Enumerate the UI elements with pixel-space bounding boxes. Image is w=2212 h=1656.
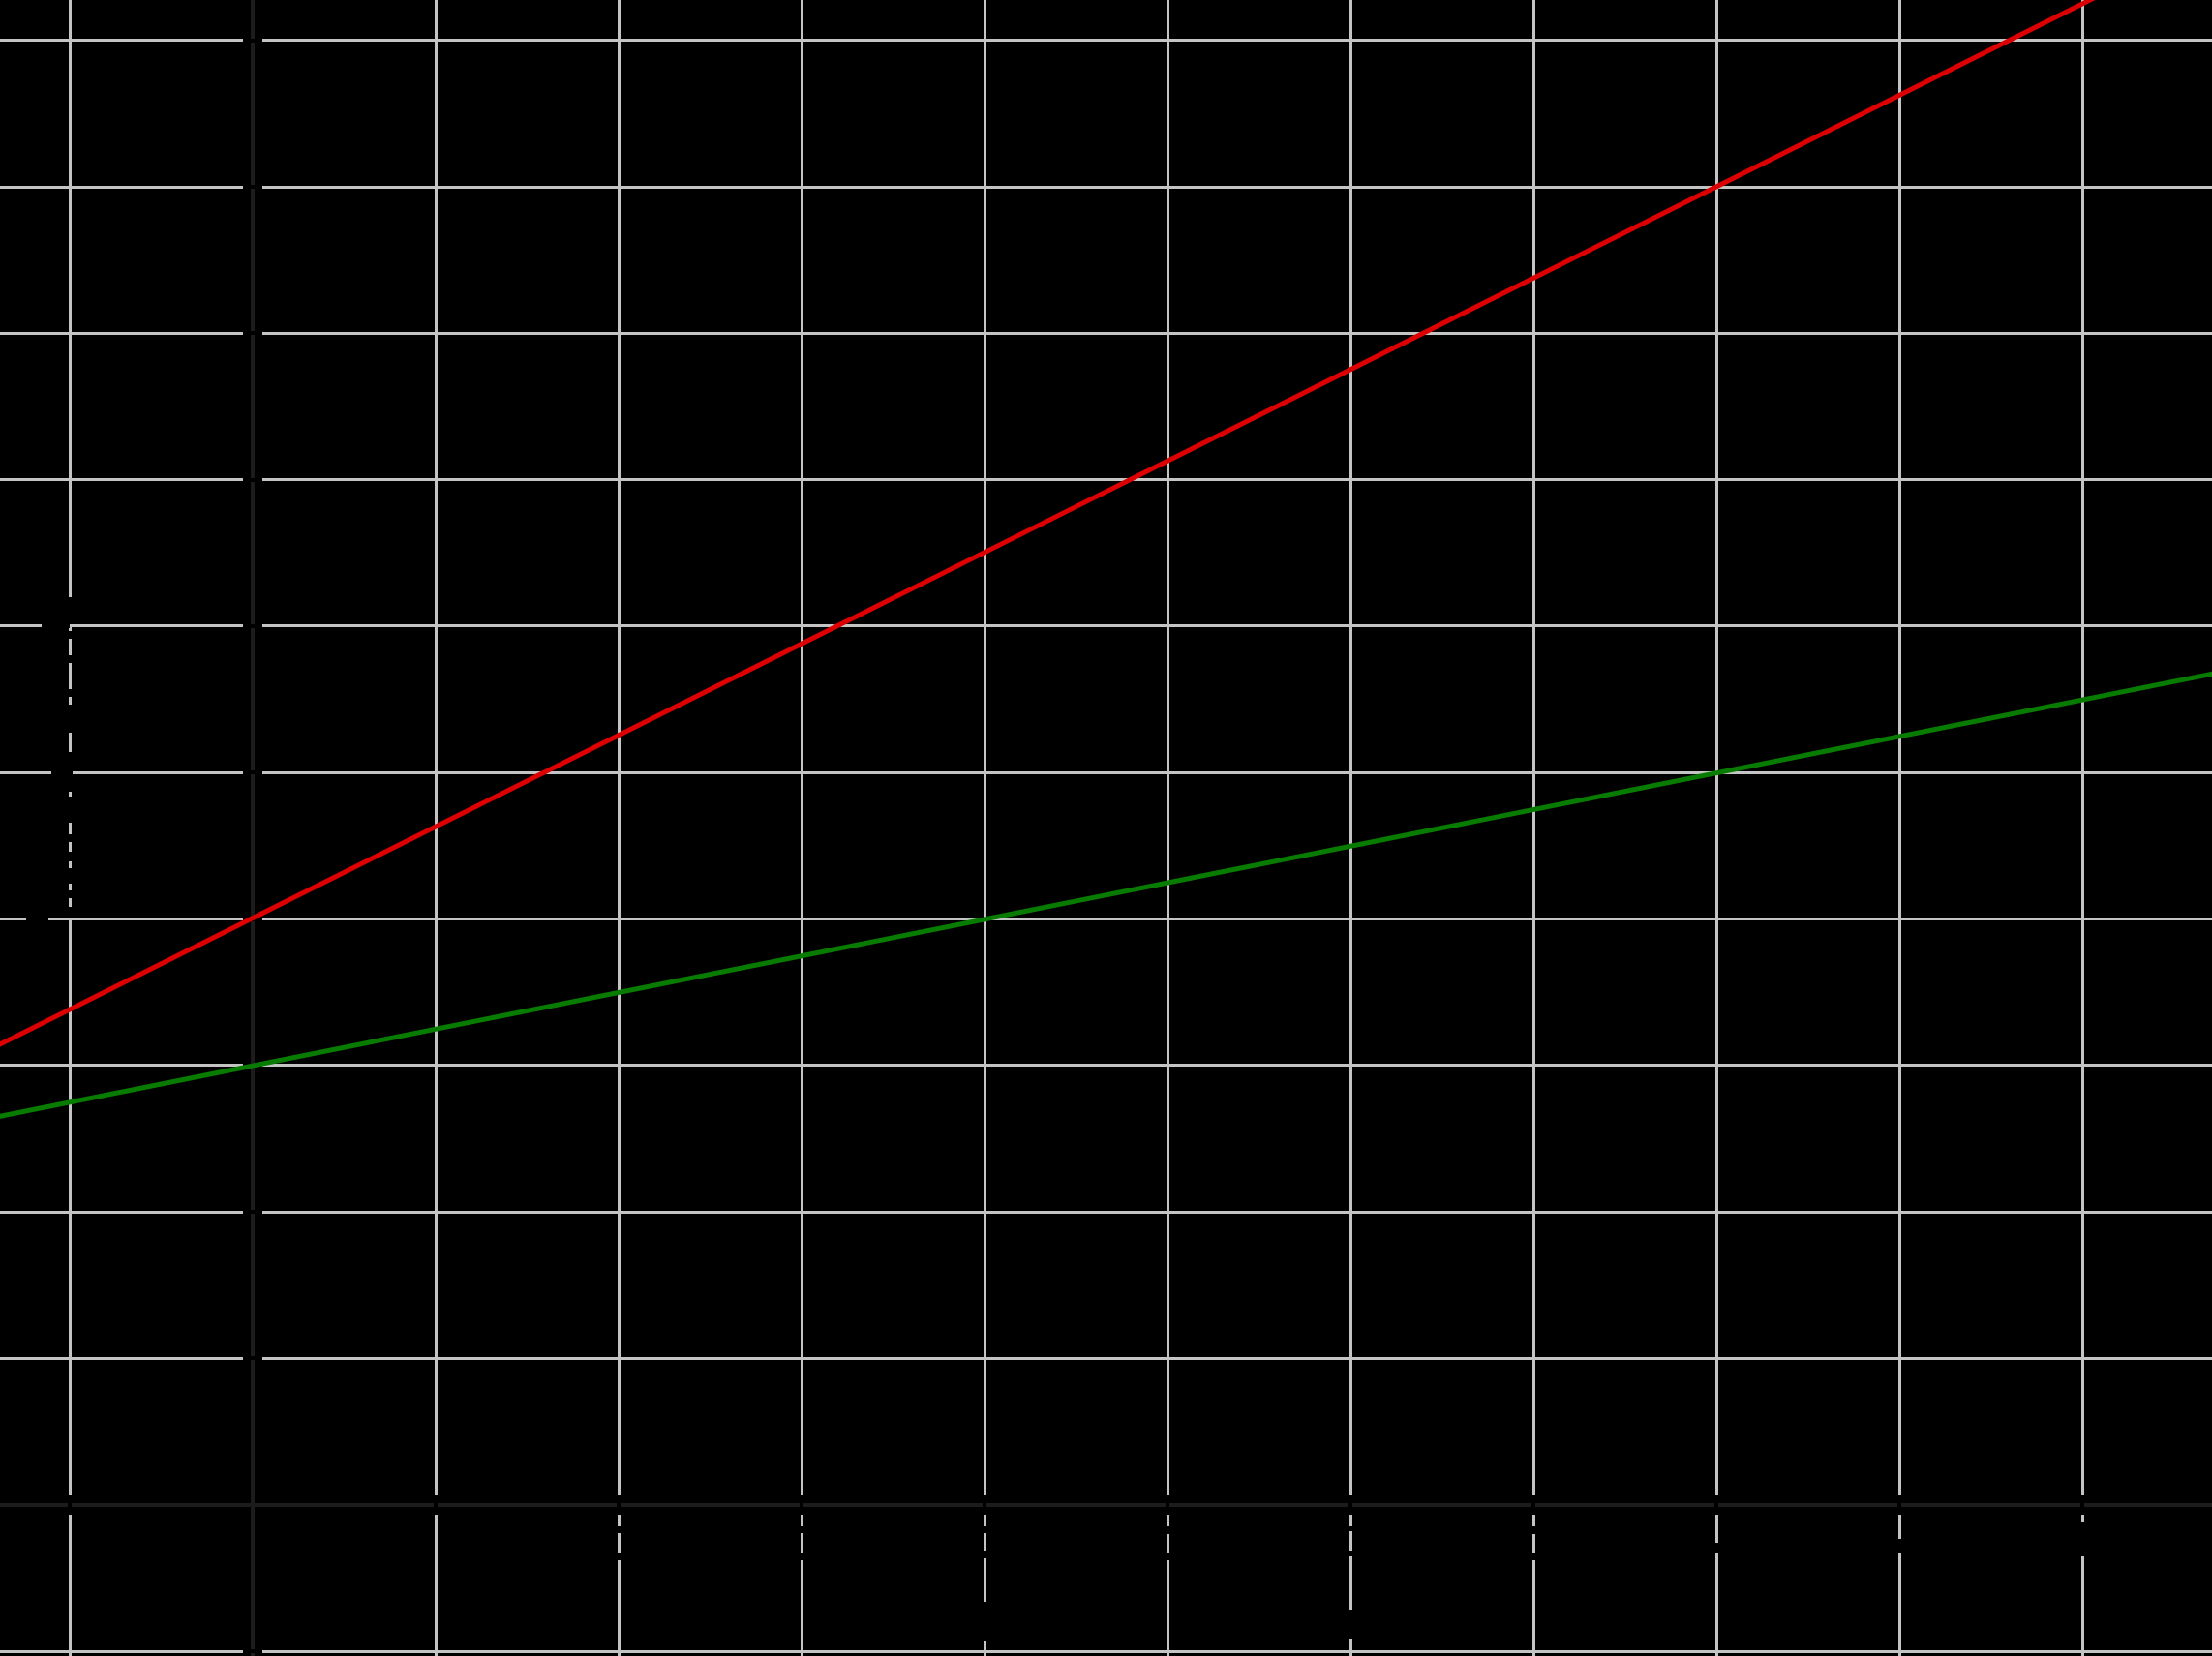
gridline-horizontal (0, 1064, 2212, 1068)
hidden-label-cutout (1348, 1551, 1353, 1556)
hidden-label-cutout (67, 852, 73, 861)
gridline-vertical (1897, 0, 1901, 1656)
hidden-label-cutout (982, 1526, 987, 1533)
y-axis-tick (243, 477, 263, 482)
x-axis-tick (434, 1494, 439, 1515)
gridline-horizontal (0, 770, 2212, 774)
hidden-label-cutout (67, 834, 73, 842)
y-axis-tick (243, 185, 263, 189)
y-axis-tick (243, 770, 263, 775)
hidden-label-cutout (1713, 1543, 1719, 1553)
gridline-horizontal (0, 331, 2212, 335)
x-axis-tick (983, 1494, 987, 1515)
gridline-vertical (1348, 0, 1352, 1656)
hidden-label-cutout (2079, 1522, 2085, 1556)
x-axis-tick (800, 1494, 804, 1515)
gridline-vertical (617, 0, 621, 1656)
y-axis-tick (243, 1210, 263, 1215)
gridline-vertical (983, 0, 986, 1656)
hidden-label-cutout (51, 769, 70, 775)
hidden-label-cutout (799, 1553, 804, 1560)
hidden-label-cutout (67, 655, 73, 663)
x-axis-tick (1897, 1494, 1902, 1515)
hidden-label-cutout (26, 917, 48, 921)
hidden-label-cutout (1348, 1526, 1353, 1531)
hidden-label-cutout (1165, 1553, 1170, 1560)
gridline-horizontal (0, 1210, 2212, 1214)
x-axis (0, 1502, 2212, 1507)
gridline-horizontal (0, 1649, 2212, 1653)
gridline-vertical (1166, 0, 1169, 1656)
hidden-label-cutout (1530, 1553, 1536, 1560)
hidden-label-cutout (67, 689, 73, 697)
y-axis (251, 0, 256, 1656)
x-axis-tick (617, 1494, 621, 1515)
hidden-label-cutout (982, 1602, 987, 1641)
x-axis-tick (2080, 1494, 2085, 1515)
green-line-function[interactable] (0, 670, 2212, 1120)
gridline-horizontal (0, 39, 2212, 43)
y-axis-tick (243, 1649, 263, 1653)
hidden-label-cutout (67, 705, 73, 733)
x-axis-tick (1348, 1494, 1353, 1515)
hidden-label-cutout (1348, 1610, 1353, 1639)
gridline-vertical (1714, 0, 1718, 1656)
hidden-label-cutout (67, 890, 73, 898)
y-axis-tick (243, 623, 263, 628)
hidden-label-cutout (1165, 1526, 1170, 1534)
gridline-horizontal (0, 624, 2212, 628)
hidden-label-cutout (67, 907, 73, 918)
gridline-vertical (2080, 0, 2084, 1656)
gridline-horizontal (0, 918, 2212, 920)
gridline-vertical (1531, 0, 1535, 1656)
hidden-label-cutout (616, 1526, 621, 1533)
hidden-label-cutout (67, 868, 73, 884)
x-axis-tick (68, 1494, 73, 1515)
y-axis-tick (243, 1356, 263, 1361)
hidden-label-cutout (67, 752, 73, 792)
hidden-label-cutout (982, 1551, 987, 1558)
x-axis-tick (1714, 1494, 1719, 1515)
x-axis-tick (1166, 1494, 1170, 1515)
hidden-label-cutout (42, 623, 70, 629)
x-axis-tick (1531, 1494, 1536, 1515)
hidden-label-cutout (1896, 1539, 1902, 1553)
red-line-function[interactable] (0, 0, 2097, 1049)
hidden-label-cutout (1530, 1526, 1536, 1534)
hidden-label-cutout (67, 631, 73, 639)
gridline-vertical (68, 0, 72, 1656)
hidden-label-cutout (616, 1553, 621, 1560)
hidden-label-cutout (67, 597, 73, 624)
y-axis-tick (243, 331, 263, 336)
hidden-label-cutout (799, 1526, 804, 1533)
gridline-horizontal (0, 478, 2212, 482)
y-axis-tick (243, 38, 263, 43)
hidden-label-cutout (67, 797, 73, 823)
gridline-vertical (800, 0, 803, 1656)
gridline-horizontal (0, 185, 2212, 189)
gridline-horizontal (0, 1356, 2212, 1360)
